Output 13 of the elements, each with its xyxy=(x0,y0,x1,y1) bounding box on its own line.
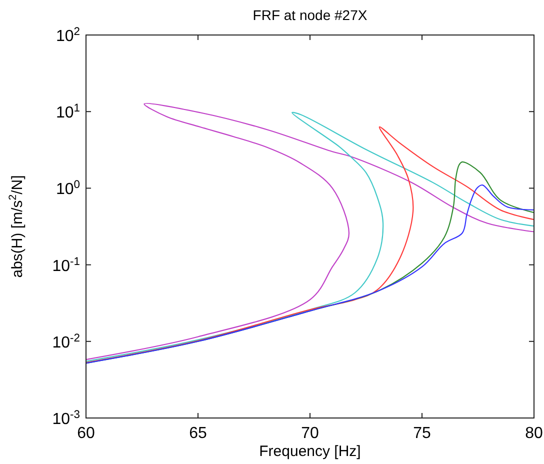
y-tick-label: 10$^{1}$ xyxy=(56,102,80,122)
y-tick-label: 10$^{2}$ xyxy=(56,26,80,45)
x-tick-label: 75 xyxy=(413,425,431,442)
x-axis-title: Frequency [Hz] xyxy=(259,443,361,460)
x-tick-label: 60 xyxy=(77,425,95,442)
x-tick-label: 80 xyxy=(525,425,543,442)
y-tick-label: 10$^{0}$ xyxy=(56,179,80,198)
x-tick-label: 70 xyxy=(301,425,319,442)
y-tick-label: 10$^{-1}$ xyxy=(52,256,80,275)
x-tick-label: 65 xyxy=(189,425,207,442)
y-tick-label: 10$^{-3}$ xyxy=(52,409,80,428)
y-tick-label: 10$^{-2}$ xyxy=(52,332,80,352)
chart-title: FRF at node #27X xyxy=(252,7,368,23)
